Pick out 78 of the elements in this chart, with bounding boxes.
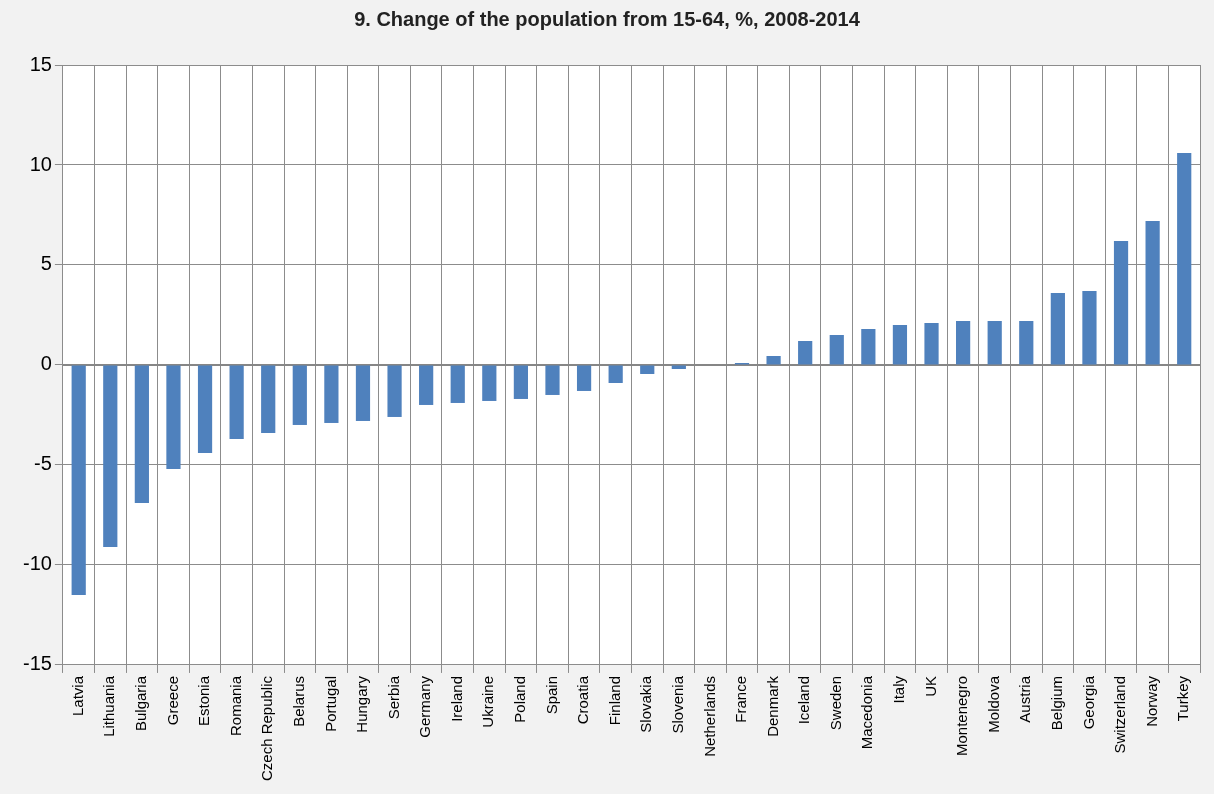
x-tick-label: Latvia [68,675,86,716]
x-tick-label: Czech Republic [258,675,276,782]
x-tick-label: Slovenia [668,675,686,734]
bar [324,365,339,423]
x-tick-label: Ukraine [479,675,497,728]
bar [229,365,244,439]
y-tick-label: 0 [40,352,52,375]
x-tick-label: Moldova [984,675,1002,733]
x-tick-label: France [732,675,750,723]
x-tick-label: Georgia [1079,675,1097,730]
bar [956,320,971,365]
bar [1145,220,1160,365]
bar [71,365,86,595]
x-tick-label: Sweden [826,675,844,731]
x-tick-label: Estonia [195,675,213,726]
x-tick-label: Ireland [447,675,465,722]
bar [798,340,813,365]
x-tick-label: Lithuania [100,675,118,737]
y-tick-label: 15 [29,52,52,75]
bar [924,322,939,365]
x-tick-label: Montenegro [953,675,971,757]
x-tick-label: Spain [542,675,560,715]
bar [1113,240,1129,365]
bar [292,365,307,425]
bar [1082,290,1097,365]
y-tick-label: -15 [23,652,52,675]
bar [1050,292,1065,365]
x-tick-label: Belgium [1048,675,1065,731]
bar [671,365,686,369]
x-tick-label: Greece [163,675,181,726]
x-tick-label: Italy [890,675,908,704]
y-tick-label: 5 [40,252,52,275]
bar [829,334,844,365]
x-tick-label: Portugal [321,675,339,732]
y-tick-label: -5 [34,452,52,475]
x-tick-label: Netherlands [700,675,718,757]
bar [387,365,402,417]
bar [987,320,1002,365]
bar [197,365,213,453]
y-tick-label: -10 [23,552,52,575]
bar [355,365,371,421]
bar [1019,320,1034,365]
x-tick-label: Serbia [384,675,402,720]
bar [450,365,465,403]
x-tick-label: UK [921,675,939,697]
bar [576,365,592,391]
x-tick-label: Germany [416,675,434,738]
x-tick-label: Macedonia [858,675,876,750]
bar [861,328,876,365]
x-tick-label: Hungary [353,675,371,733]
x-tick-label: Bulgaria [132,675,150,731]
x-tick-label: Poland [511,675,529,723]
bar [166,365,181,469]
bar [103,365,118,547]
x-tick-label: Austria [1016,675,1034,723]
bar [1177,152,1192,365]
x-tick-label: Belarus [289,675,307,727]
chart-title: 9. Change of the population from 15-64, %, 2008-2014 [353,8,861,31]
x-tick-label: Denmark [763,675,781,737]
x-tick-label: Switzerland [1111,675,1129,754]
x-tick-label: Turkey [1174,675,1192,722]
y-tick-label: 10 [29,152,52,175]
bar [482,365,497,401]
bar [892,324,908,365]
bar [545,365,560,395]
bar [513,365,529,399]
x-tick-label: Croatia [574,675,592,725]
x-tick-label: Romania [226,675,244,736]
bar [766,355,781,365]
bar [134,365,149,503]
x-tick-label: Iceland [795,675,813,725]
x-tick-label: Finland [605,675,623,726]
bar [261,365,276,433]
bar [640,365,655,374]
x-tick-label: Slovakia [637,675,655,733]
x-tick-label: Norway [1142,675,1160,727]
bar [419,365,434,405]
bar [608,365,623,383]
